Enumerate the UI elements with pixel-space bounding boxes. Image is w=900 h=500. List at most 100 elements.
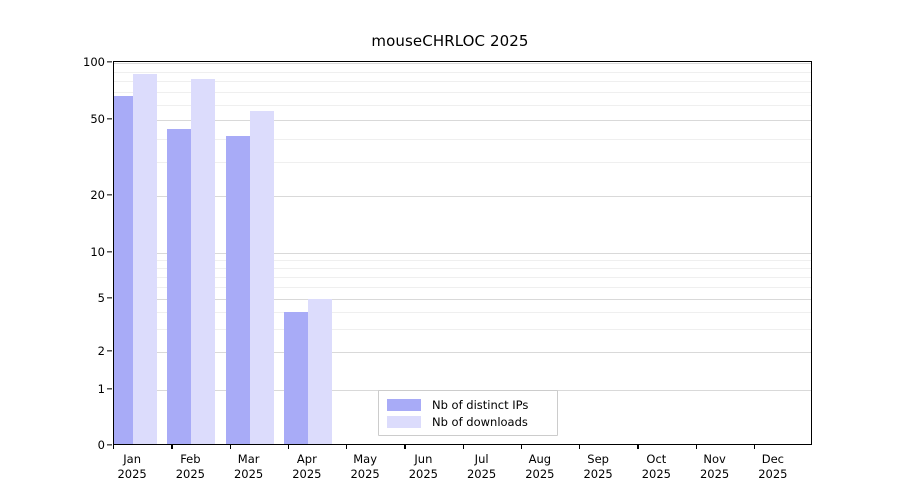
y-tick-label: 0	[97, 438, 105, 452]
x-tick-year: 2025	[117, 467, 147, 481]
y-tick-mark	[107, 251, 112, 253]
y-tick-label: 2	[97, 344, 105, 358]
x-tick-month: Jun	[414, 452, 433, 466]
legend-swatch-icon	[387, 398, 421, 411]
x-tick-month: Nov	[703, 452, 726, 466]
y-tick-label: 20	[90, 188, 105, 202]
gridline-minor	[114, 162, 811, 164]
gridline-major	[114, 196, 811, 197]
x-tick-mark	[579, 445, 581, 449]
gridline-minor	[114, 267, 811, 269]
x-tick-year: 2025	[466, 467, 497, 481]
gridline-minor	[114, 259, 811, 261]
x-tick-label-jul: Jul 2025	[447, 452, 517, 482]
x-tick-month: Dec	[761, 452, 784, 466]
gridline-minor	[114, 276, 811, 278]
bar-jan-downloads	[133, 74, 158, 444]
x-tick-label-feb: Feb 2025	[155, 452, 225, 482]
gridline-minor	[114, 92, 811, 94]
y-tick-mark	[107, 388, 112, 390]
legend-item-distinct-ips[interactable]: Nb of distinct IPs	[387, 396, 549, 413]
bar-apr-ips	[283, 311, 308, 444]
y-tick-mark	[107, 61, 112, 63]
x-tick-month: Feb	[180, 452, 201, 466]
x-tick-label-mar: Mar 2025	[214, 452, 284, 482]
x-tick-mark	[695, 445, 697, 449]
x-tick-month: Jul	[474, 452, 489, 466]
y-tick-label: 100	[83, 55, 105, 69]
chart-title: mouseCHRLOC 2025	[371, 32, 529, 50]
x-tick-label-nov: Nov 2025	[680, 452, 750, 482]
x-tick-year: 2025	[292, 467, 322, 481]
x-tick-year: 2025	[699, 467, 730, 481]
x-tick-year: 2025	[641, 467, 672, 481]
y-tick-label: 5	[97, 291, 105, 305]
x-tick-label-oct: Oct 2025	[621, 452, 691, 482]
x-tick-mark	[287, 445, 290, 449]
bar-apr-downloads	[307, 299, 332, 444]
gridline-minor	[114, 328, 811, 330]
legend-label: Nb of distinct IPs	[432, 397, 529, 412]
gridline-major	[114, 299, 811, 300]
x-tick-label-jan: Jan 2025	[97, 452, 167, 482]
x-tick-mark	[171, 445, 173, 449]
y-tick-label: 10	[90, 245, 105, 259]
x-tick-label-aug: Aug 2025	[505, 452, 575, 482]
y-axis: 0 1 2 5 10 20 50 100	[0, 55, 105, 452]
gridline-minor	[114, 311, 811, 313]
gridline-major	[114, 63, 811, 64]
gridline-minor	[114, 105, 811, 106]
y-tick-mark	[107, 194, 112, 196]
gridline-major	[114, 253, 811, 254]
x-tick-year: 2025	[583, 467, 613, 481]
gridline-major	[114, 120, 811, 121]
x-tick-label-apr: Apr 2025	[272, 452, 342, 482]
gridline-minor	[114, 286, 811, 288]
x-axis: Jan 2025 Feb 2025 Mar 2025 Apr 2025 May 2025 Jun 20…	[113, 445, 812, 494]
legend-label: Nb of downloads	[432, 414, 528, 429]
bar-jan-ips	[114, 95, 134, 444]
legend-item-downloads[interactable]: Nb of downloads	[387, 413, 549, 430]
x-tick-month: Aug	[528, 452, 552, 466]
y-tick-mark	[107, 350, 112, 352]
x-tick-year: 2025	[525, 467, 555, 481]
x-tick-label-sep: Sep 2025	[563, 452, 633, 482]
x-tick-mark	[346, 445, 348, 449]
legend-swatch-icon	[387, 415, 421, 428]
y-tick-label: 50	[90, 112, 105, 126]
gridline-major	[114, 352, 811, 353]
chart-legend[interactable]: Nb of distinct IPs Nb of downloads	[378, 390, 558, 436]
gridline-minor	[114, 71, 811, 73]
x-tick-label-dec: Dec 2025	[738, 452, 808, 482]
y-tick-mark	[107, 444, 112, 446]
x-tick-mark	[753, 445, 756, 449]
x-tick-mark	[462, 445, 464, 449]
gridline-minor	[114, 138, 811, 140]
gridline-minor	[114, 81, 811, 83]
x-tick-year: 2025	[350, 467, 380, 481]
x-tick-month: Apr	[296, 452, 317, 466]
x-tick-mark	[113, 445, 115, 449]
x-tick-mark	[520, 445, 523, 449]
bar-mar-ips	[225, 136, 250, 444]
bar-feb-ips	[167, 128, 192, 444]
y-tick-mark	[107, 118, 112, 120]
x-tick-year: 2025	[233, 467, 264, 481]
x-tick-month: Jan	[123, 452, 141, 466]
x-tick-month: Sep	[587, 452, 609, 466]
x-tick-mark	[637, 445, 639, 449]
x-tick-label-may: May 2025	[330, 452, 400, 482]
x-tick-year: 2025	[175, 467, 206, 481]
x-tick-month: Mar	[237, 452, 260, 466]
x-tick-month: Oct	[646, 452, 667, 466]
x-tick-month: May	[353, 452, 378, 466]
x-tick-mark	[404, 445, 406, 449]
y-tick-label: 1	[97, 382, 105, 396]
x-tick-mark	[229, 445, 231, 449]
y-tick-mark	[107, 297, 112, 299]
bar-mar-downloads	[249, 110, 274, 444]
x-tick-label-jun: Jun 2025	[388, 452, 458, 482]
x-tick-year: 2025	[408, 467, 439, 481]
plot-area	[113, 61, 812, 445]
